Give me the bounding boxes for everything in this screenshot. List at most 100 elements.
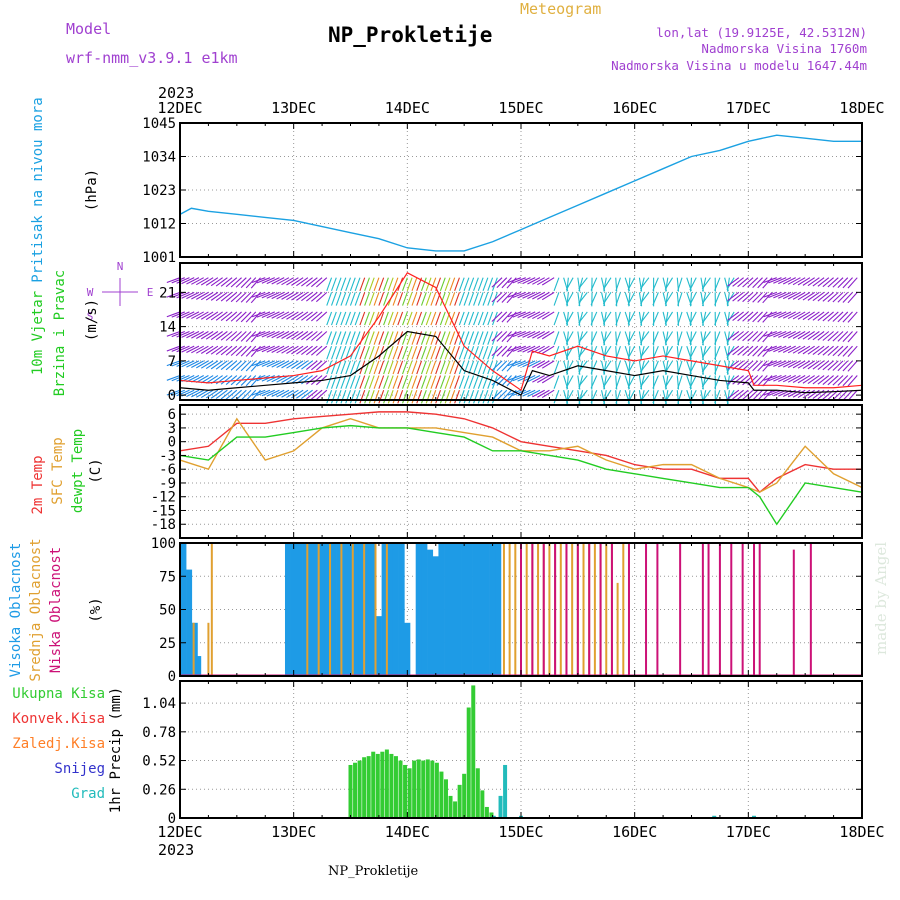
wind-barb [256,345,271,352]
wind-barb [522,389,536,397]
wind-barb [778,291,792,299]
wind-barb [311,277,323,288]
wind-barb [392,311,399,326]
cloud-bar [508,543,511,676]
precip-bar [475,768,480,818]
wind-barb [762,345,773,358]
wind-barb [359,311,366,326]
wind-barb [186,331,200,339]
wind-barb [627,311,636,325]
wind-barb [186,291,200,300]
wind-barb [496,277,508,288]
wind-barb [665,331,669,346]
wind-barb [444,292,451,306]
wind-barb [196,277,209,286]
wind-barb [768,389,782,396]
wind-barb [368,390,375,404]
wind-barb [763,345,777,352]
wind-barb [406,292,413,306]
wind-barb [527,331,541,339]
wind-barb [842,291,853,303]
wind-barb [220,360,233,370]
wind-barb [677,277,683,292]
wind-barb [326,390,333,404]
wind-barb [200,331,214,340]
wind-barb [827,331,839,342]
cloud-bar [364,543,371,676]
wind-barb [482,360,489,375]
wind-barb [477,311,484,326]
wind-barb [271,331,285,339]
wind-barb [507,311,522,318]
precip-bar [752,815,757,818]
cloud-bar [330,543,337,676]
wind-barb [522,291,536,299]
wind-barb [458,311,465,326]
wind-barb [454,345,460,360]
wind-barb [578,292,588,304]
wind-barb [468,277,475,292]
wind-barb [737,389,749,400]
wind-barb [373,292,380,306]
wind-barb [487,345,494,360]
panel-frame-2 [179,262,863,401]
wind-barb [359,292,366,306]
wind-barb [364,292,370,306]
wind-barb [541,345,555,354]
wind-barb [506,331,517,343]
wind-barb [773,330,787,338]
wind-barb [349,292,356,306]
wind-barb [763,311,777,318]
wind-barb [832,360,844,371]
wind-barb [176,375,190,382]
precip-bar [403,764,408,818]
wind-barb [501,291,512,303]
wind-barb [664,375,674,388]
wind-barb [430,375,437,389]
wind-barb [640,346,645,360]
wind-barb [837,389,849,401]
wind-barb [603,311,607,326]
wind-barb [640,292,650,304]
wind-barb [527,311,541,319]
wind-barb [787,375,801,383]
wind-barb [335,331,342,345]
wind-barb [768,360,782,367]
compass-label: E [147,286,154,299]
wind-barb [368,277,375,292]
cloud-bar [605,543,608,676]
cloud-high-axis-label: Visoka Oblacnost [8,543,24,678]
wind-barb [763,277,777,283]
wind-barb [383,311,389,326]
wind-barb [311,331,323,341]
x-tick-label-bottom: 15DEC [498,823,543,841]
wind-barb [378,360,385,375]
wind-barb [205,331,219,340]
wind-barb [590,360,598,374]
wind-barb [340,331,347,345]
wind-barb [301,331,313,341]
wind-barb [315,389,328,400]
wind-barb [261,311,275,318]
wind-barb [817,331,830,341]
cloud-bar [531,543,534,676]
wind-barb [397,390,404,404]
wind-barb [311,291,323,302]
wind-barb [473,390,479,404]
wind-barb [181,311,195,319]
wind-barb [468,390,475,404]
wind-barb [235,277,247,288]
wind-barb [822,360,834,371]
wind-barb [817,375,830,385]
wind-barb [251,311,266,318]
wind-barb [196,389,209,398]
x-tick-label-bottom: 13DEC [271,823,316,841]
precip-bar [489,812,494,818]
wind-barb [615,331,621,345]
wind-barb [714,345,721,360]
wind-barb [553,360,560,375]
wind-barb [807,291,820,301]
wind-barb [271,291,285,300]
panel-frame-5 [179,680,863,819]
wind-barb [256,291,271,299]
